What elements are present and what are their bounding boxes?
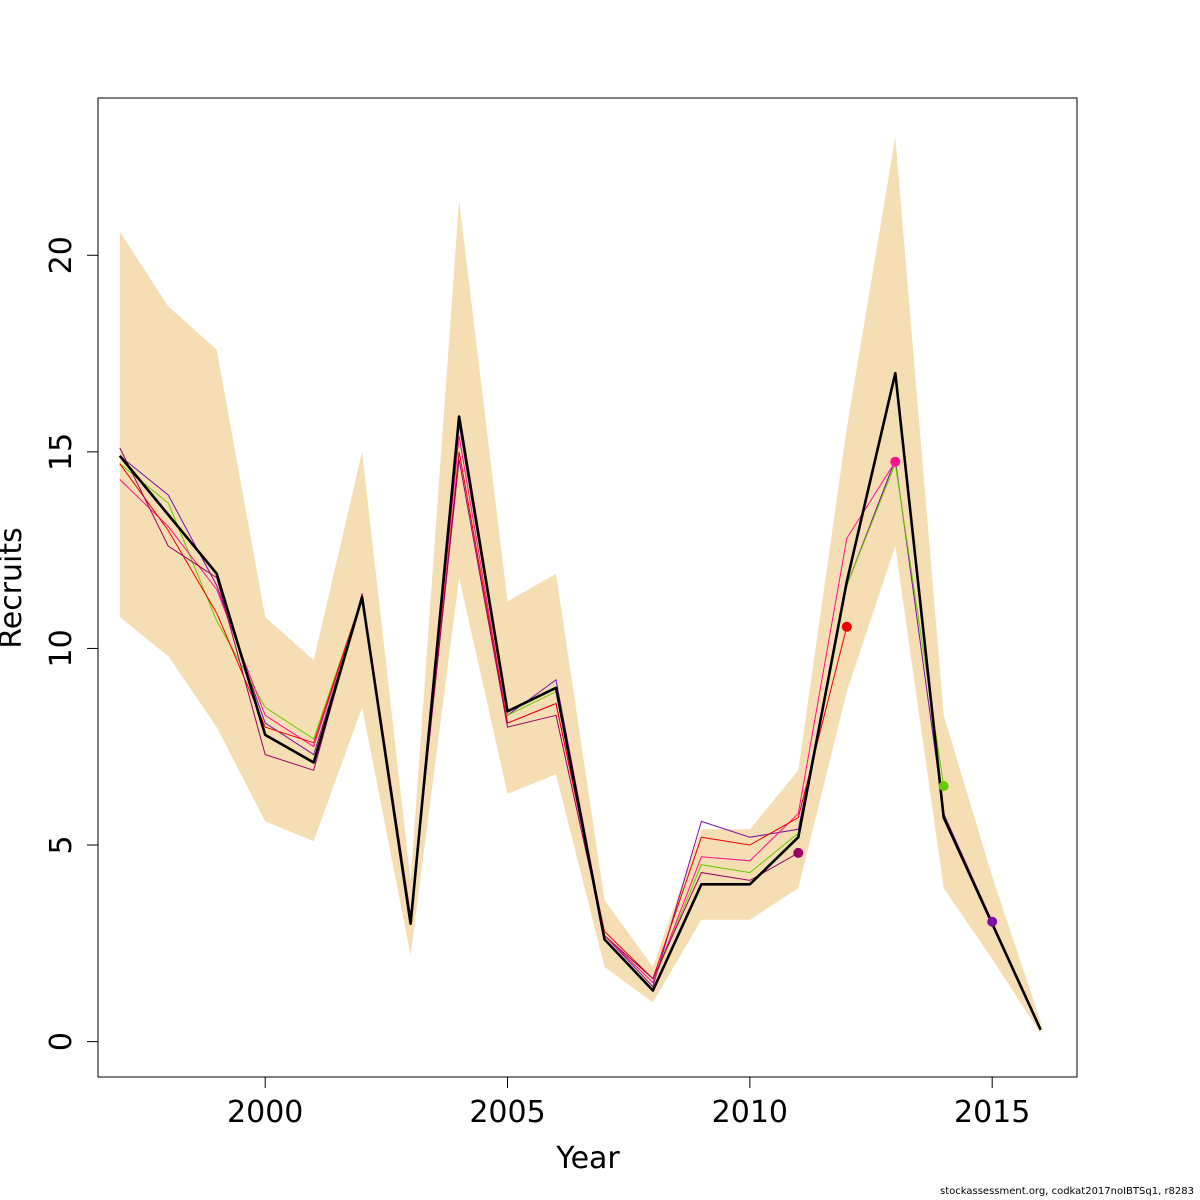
confidence-band	[119, 137, 1041, 1034]
x-tick-label-2010: 2010	[712, 1095, 788, 1130]
retro-endpoint-3	[890, 456, 901, 467]
x-tick-label-2000: 2000	[227, 1095, 303, 1130]
x-axis-title: Year	[555, 1141, 620, 1176]
y-tick-label-15: 15	[44, 433, 79, 471]
retro-line-4	[119, 451, 848, 980]
y-tick-label-5: 5	[44, 835, 79, 854]
credit-text: stockassessment.org, codkat2017noIBTSq1,…	[940, 1186, 1194, 1197]
retro-endpoint-4	[841, 621, 852, 632]
retro-endpoint-5	[793, 847, 804, 858]
y-tick-label-0: 0	[44, 1032, 79, 1051]
y-axis-title: Recruits	[0, 527, 29, 649]
estimate-line	[118, 371, 1042, 1031]
y-tick-label-20: 20	[44, 236, 79, 274]
x-tick-label-2005: 2005	[469, 1095, 545, 1130]
plot-area	[118, 137, 1042, 1034]
retro-endpoint-1	[987, 916, 998, 927]
y-tick-label-10: 10	[44, 629, 79, 667]
axes: 2000 2005 2010 2015 0 5 10 15 20	[44, 236, 1030, 1130]
x-tick-label-2015: 2015	[954, 1095, 1030, 1130]
retro-line-5	[119, 447, 799, 980]
retro-endpoint-2	[938, 781, 949, 792]
